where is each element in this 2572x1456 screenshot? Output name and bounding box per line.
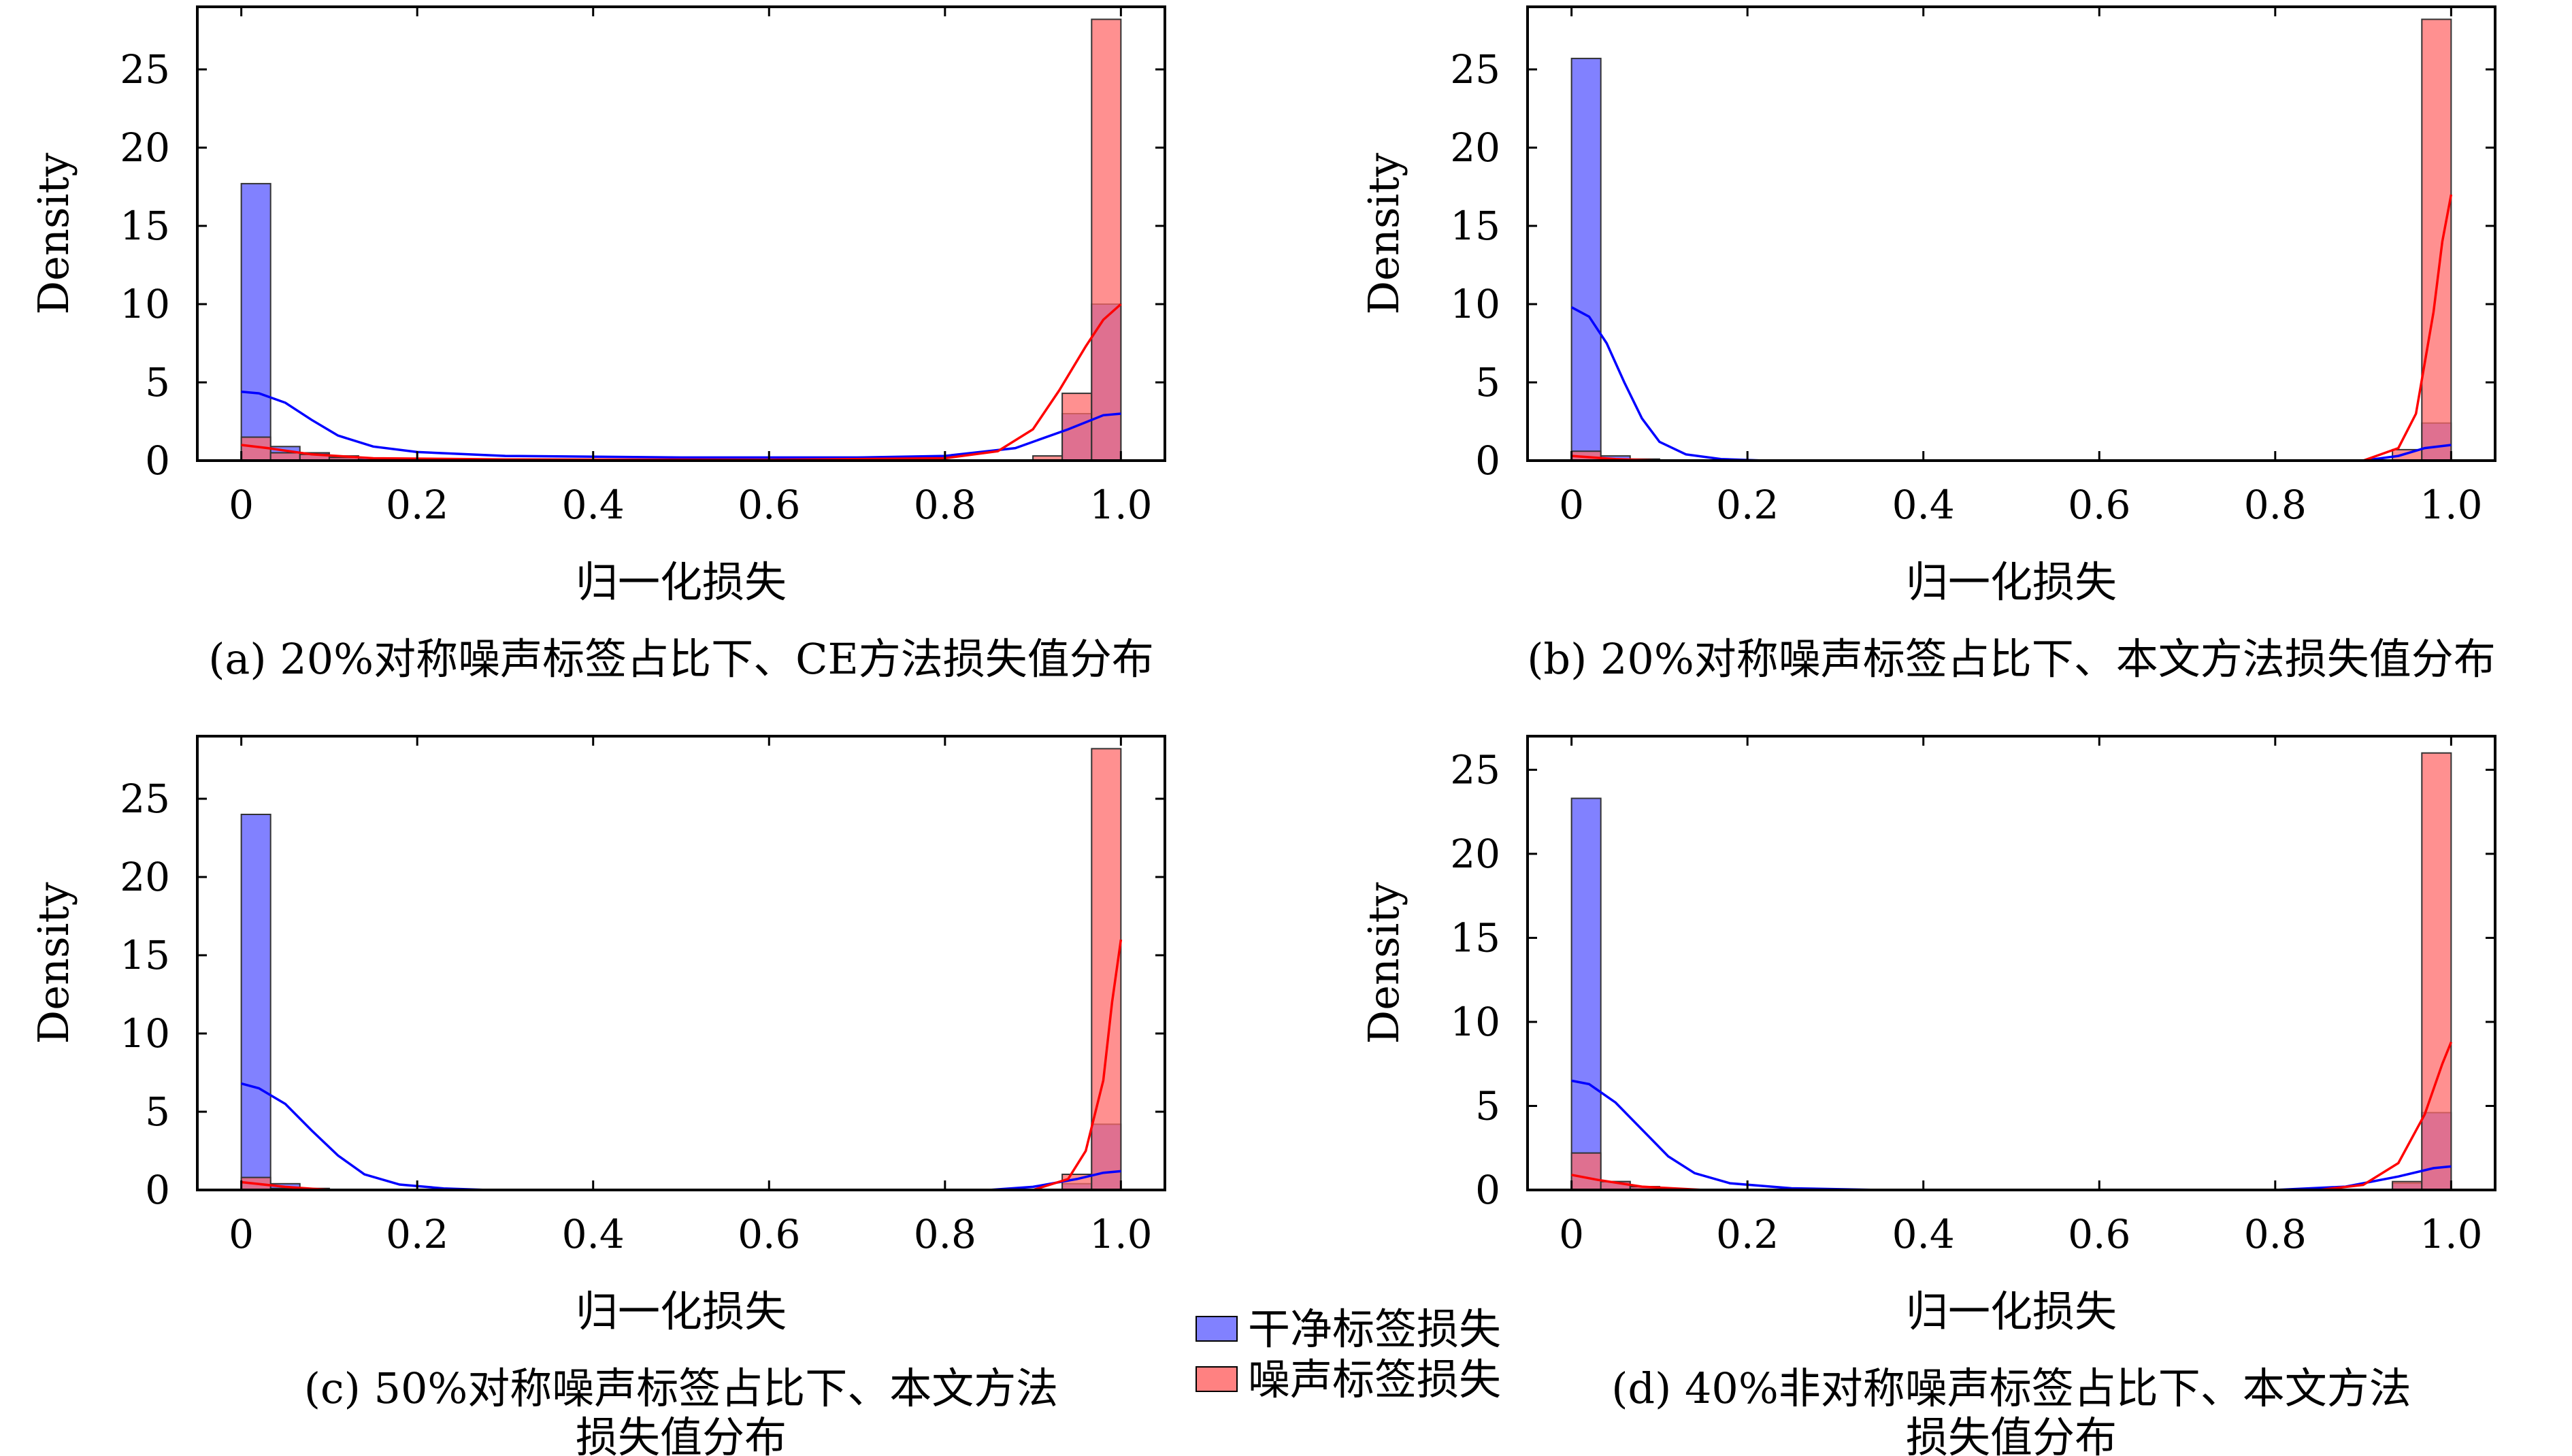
x-tick-label: 0.8 (914, 1211, 976, 1257)
noisy-kde-line (241, 939, 1123, 1191)
noisy-kde-line (1571, 194, 2453, 462)
x-tick-label: 0.8 (2244, 482, 2307, 528)
panel-caption: (d) 40%非对称噪声标签占比下、本文方法 (1611, 1363, 2411, 1413)
x-tick-label: 0.6 (2068, 482, 2130, 528)
clean-kde-line (1571, 1079, 2452, 1191)
panel-caption: (b) 20%对称噪声标签占比下、本文方法损失值分布 (1527, 634, 2496, 684)
x-axis-label: 归一化损失 (576, 1287, 787, 1336)
y-tick-label: 0 (145, 437, 170, 484)
x-tick-label: 1.0 (1089, 482, 1152, 528)
x-tick-label: 0.8 (914, 482, 976, 528)
legend-swatch-noisy (1196, 1366, 1238, 1392)
y-tick-label: 20 (120, 125, 170, 171)
x-tick-label: 0.2 (1716, 482, 1779, 528)
y-tick-label: 15 (1450, 914, 1500, 961)
x-tick-label: 0.6 (2068, 1211, 2130, 1257)
y-tick-label: 10 (1450, 281, 1500, 327)
noisy-kde-line (1571, 1041, 2453, 1191)
x-axis-label: 归一化损失 (1906, 1287, 2117, 1336)
clean-kde-line (241, 391, 1121, 459)
y-tick-label: 25 (120, 776, 170, 822)
panel-caption: 损失值分布 (1906, 1412, 2117, 1456)
x-tick-label: 0.4 (1892, 1211, 1955, 1257)
x-axis-label: 归一化损失 (576, 557, 787, 607)
clean-kde-line (241, 1082, 1121, 1191)
y-tick-label: 20 (120, 854, 170, 900)
y-axis-label: Density (1359, 153, 1408, 315)
clean-bar-0 (1570, 57, 1602, 461)
y-axis-label: Density (29, 153, 78, 315)
y-tick-label: 5 (1475, 1082, 1500, 1129)
x-tick-label: 0.2 (386, 1211, 448, 1257)
panel-b: 0 0.2 0.4 0.6 0.8 1.0 0 5 10 15 20 25 归一化损失 Density (b… (1359, 5, 2496, 684)
y-tick-label: 0 (1475, 437, 1500, 484)
plot-frame (1526, 5, 2496, 462)
noisy-bar-2 (2421, 18, 2452, 461)
y-axis-label: Density (29, 882, 78, 1044)
panel-c: 0 0.2 0.4 0.6 0.8 1.0 0 5 10 15 20 25 归一化损失 Density (c… (29, 735, 1166, 1456)
clean-bar-0 (240, 182, 271, 461)
x-tick-label: 0 (229, 482, 254, 528)
clean-bar-0 (1570, 797, 1602, 1191)
plot-frame (1526, 735, 2496, 1191)
panel-a: 0 0.2 0.4 0.6 0.8 1.0 0 5 10 15 20 25 归一化损失 Density (a… (29, 5, 1166, 684)
y-tick-label: 5 (145, 1089, 170, 1135)
x-tick-label: 1.0 (2420, 1211, 2482, 1257)
y-tick-label: 15 (1450, 203, 1500, 249)
y-tick-label: 10 (1450, 999, 1500, 1045)
x-tick-label: 1.0 (1089, 1211, 1152, 1257)
x-tick-label: 0.4 (1892, 482, 1955, 528)
plot-frame (196, 5, 1166, 462)
y-tick-label: 0 (1475, 1167, 1500, 1213)
panel-caption: (c) 50%对称噪声标签占比下、本文方法 (304, 1363, 1059, 1413)
x-tick-label: 0.4 (562, 1211, 625, 1257)
y-tick-label: 20 (1450, 831, 1500, 877)
legend: 干净标签损失 噪声标签损失 (1196, 1304, 1501, 1404)
y-tick-label: 0 (145, 1167, 170, 1213)
panel-d: 0 0.2 0.4 0.6 0.8 1.0 0 5 10 15 20 25 归一化损失 Density (d… (1359, 735, 2496, 1456)
panel-caption: 损失值分布 (576, 1412, 787, 1456)
legend-swatch-clean (1196, 1316, 1238, 1342)
clean-kde-line (1570, 306, 2452, 462)
x-axis-label: 归一化损失 (1906, 557, 2117, 607)
x-tick-label: 0 (1559, 1211, 1584, 1257)
y-tick-label: 10 (120, 281, 170, 327)
y-tick-label: 15 (120, 932, 170, 978)
y-tick-label: 25 (120, 46, 170, 93)
x-tick-label: 0.6 (738, 482, 800, 528)
noisy-kde-line (241, 303, 1122, 461)
x-tick-label: 0.2 (1716, 1211, 1779, 1257)
legend-label-noisy: 噪声标签损失 (1248, 1355, 1501, 1404)
clean-bar-0 (240, 814, 271, 1191)
y-tick-label: 15 (120, 203, 170, 249)
y-axis-label: Density (1359, 882, 1408, 1044)
y-tick-label: 10 (120, 1010, 170, 1057)
legend-label-clean: 干净标签损失 (1248, 1304, 1501, 1354)
x-tick-label: 0 (229, 1211, 254, 1257)
x-tick-label: 1.0 (2420, 482, 2482, 528)
x-tick-label: 0.2 (386, 482, 448, 528)
x-tick-label: 0.8 (2244, 1211, 2307, 1257)
panel-caption: (a) 20%对称噪声标签占比下、CE方法损失值分布 (208, 634, 1154, 684)
x-tick-label: 0.4 (562, 482, 625, 528)
y-tick-label: 25 (1450, 46, 1500, 93)
noisy-bar-4 (2421, 752, 2452, 1191)
plot-frame (196, 735, 1166, 1191)
noisy-bar-0 (1570, 1152, 1602, 1191)
y-tick-label: 25 (1450, 746, 1500, 793)
y-tick-label: 20 (1450, 125, 1500, 171)
y-tick-label: 5 (145, 359, 170, 406)
y-tick-label: 5 (1475, 359, 1500, 406)
x-tick-label: 0.6 (738, 1211, 800, 1257)
noisy-bar-6 (1091, 18, 1122, 461)
x-tick-label: 0 (1559, 482, 1584, 528)
